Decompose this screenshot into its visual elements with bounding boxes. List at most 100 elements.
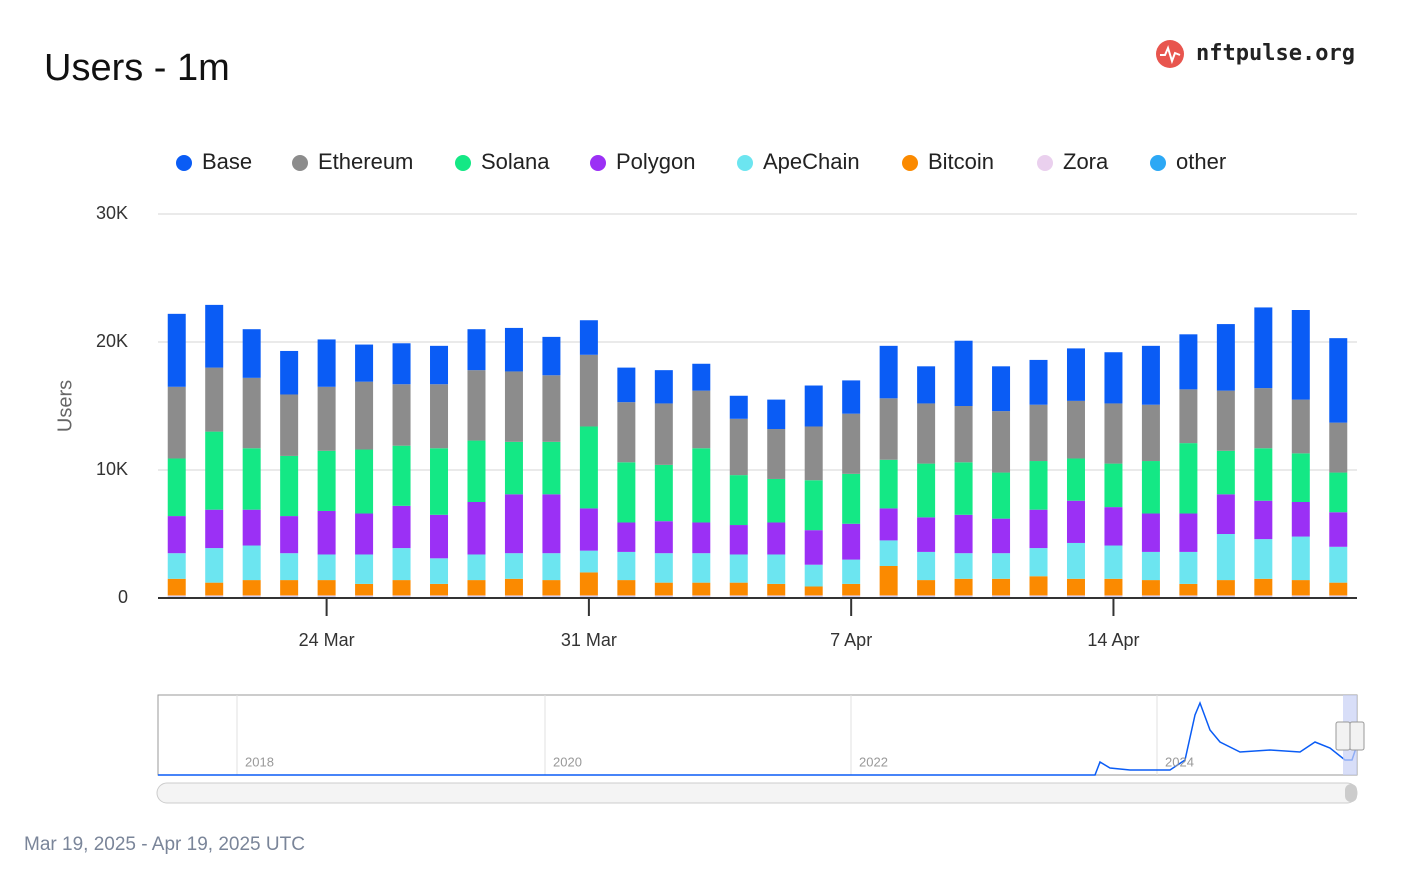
scrollbar[interactable] <box>156 782 1358 804</box>
bar-segment <box>467 440 486 502</box>
bar-segment <box>917 517 936 552</box>
bar-segment <box>1329 546 1348 583</box>
bar-segment <box>842 595 861 597</box>
bar-segment <box>1179 551 1198 584</box>
navigator-label: 2022 <box>859 754 888 769</box>
bar-segment <box>392 580 411 596</box>
bar-segment <box>1291 399 1310 454</box>
bar-segment <box>504 441 523 495</box>
bar-segment <box>392 595 411 597</box>
bar-segment <box>729 525 748 555</box>
bar-segment <box>842 523 861 560</box>
bar-segment <box>1104 545 1123 579</box>
bar-segment <box>242 329 261 378</box>
bar-segment <box>1291 310 1310 400</box>
legend-label: Base <box>202 149 252 174</box>
scrollbar-thumb[interactable] <box>1345 784 1357 802</box>
chart-title: Users - 1m <box>44 47 230 89</box>
bar-segment <box>954 340 973 406</box>
bar-segment <box>617 580 636 596</box>
bar-segment <box>579 595 598 597</box>
bar-segment <box>430 448 449 515</box>
bar-segment <box>879 508 898 541</box>
bar-segment <box>729 554 748 583</box>
bar-segment <box>1104 595 1123 597</box>
bar-segment <box>767 583 786 596</box>
bar-segment <box>1066 595 1085 597</box>
bar-segment <box>804 426 823 481</box>
bar-segment <box>205 304 224 368</box>
bar-segment <box>280 580 299 596</box>
bar-segment <box>842 559 861 584</box>
bar-segment <box>1216 534 1235 581</box>
bar-segment <box>992 366 1011 412</box>
brand-name[interactable]: nftpulse.org <box>1196 41 1355 66</box>
bar-segment <box>1029 576 1048 596</box>
bar-segment <box>879 345 898 399</box>
bar-segment <box>504 327 523 372</box>
bar-segment <box>355 554 374 584</box>
bar-segment <box>205 509 224 549</box>
bar-segment <box>317 580 336 596</box>
bar-segment <box>767 595 786 597</box>
bar-segment <box>804 586 823 596</box>
bar-segment <box>167 458 186 517</box>
bar-segment <box>917 463 936 518</box>
y-axis-label: Users <box>54 380 76 432</box>
bar-segment <box>1254 578 1273 596</box>
bar-segment <box>917 366 936 404</box>
bar-segment <box>1291 453 1310 502</box>
bar-segment <box>467 329 486 371</box>
bar-segment <box>205 548 224 583</box>
bar-segment <box>1216 494 1235 534</box>
navigator-handle[interactable] <box>1335 721 1351 751</box>
navigator-handle[interactable] <box>1349 721 1365 751</box>
bar-segment <box>1329 338 1348 423</box>
legend-marker <box>455 155 471 171</box>
bar-segment <box>317 339 336 387</box>
legend-label: Solana <box>481 149 550 174</box>
bar-segment <box>467 502 486 555</box>
bar-segment <box>467 580 486 596</box>
bar-segment <box>355 381 374 450</box>
bar-segment <box>1141 513 1160 552</box>
bar-segment <box>280 455 299 517</box>
bar-segment <box>1216 580 1235 596</box>
bar-segment <box>280 553 299 581</box>
bar-segment <box>1329 512 1348 547</box>
bar-segment <box>280 394 299 456</box>
bar-segment <box>692 582 711 596</box>
bar-segment <box>1141 461 1160 514</box>
bar-segment <box>392 445 411 506</box>
bar-segment <box>1141 404 1160 462</box>
bar-segment <box>355 449 374 514</box>
bar-segment <box>654 595 673 597</box>
bar-segment <box>1254 448 1273 501</box>
bar-segment <box>1216 450 1235 495</box>
bar-segment <box>617 402 636 463</box>
bar-segment <box>992 595 1011 597</box>
bar-segment <box>579 354 598 427</box>
bar-segment <box>654 403 673 465</box>
bar-segment <box>280 516 299 554</box>
bar-segment <box>1104 352 1123 404</box>
bar-segment <box>729 395 748 419</box>
bar-segment <box>617 522 636 552</box>
bar-segment <box>1179 334 1198 390</box>
bar-segment <box>392 548 411 581</box>
navigator-label: 2018 <box>245 754 274 769</box>
bar-segment <box>504 371 523 442</box>
bar-segment <box>242 377 261 449</box>
bar-segment <box>167 595 186 597</box>
bar-segment <box>355 344 374 382</box>
bar-segment <box>842 583 861 596</box>
bar-segment <box>692 448 711 523</box>
bar-segment <box>804 595 823 597</box>
bar-segment <box>842 473 861 524</box>
bar-segment <box>917 580 936 596</box>
bar-segment <box>692 522 711 554</box>
x-tick-label: 31 Mar <box>561 630 617 650</box>
bar-segment <box>767 429 786 479</box>
bar-segment <box>392 384 411 446</box>
navigator-line <box>158 700 1358 776</box>
